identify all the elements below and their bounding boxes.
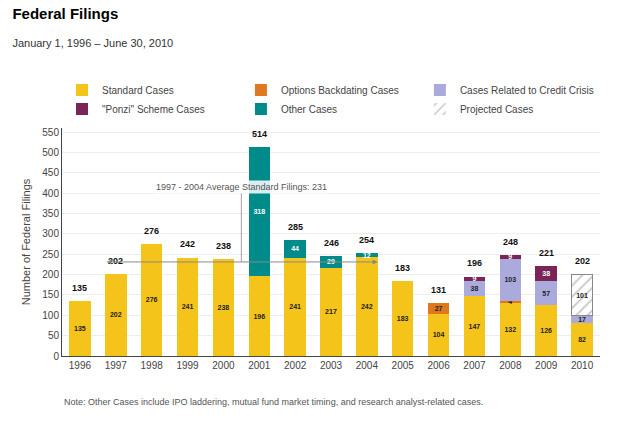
- svg-text:550: 550: [42, 127, 59, 138]
- svg-text:9: 9: [508, 253, 512, 260]
- svg-text:250: 250: [42, 249, 59, 260]
- svg-text:January 1, 1996 – June 30, 201: January 1, 1996 – June 30, 2010: [12, 37, 173, 49]
- svg-text:248: 248: [503, 237, 518, 247]
- svg-text:202: 202: [108, 256, 123, 266]
- svg-text:Federal Filings: Federal Filings: [12, 5, 118, 22]
- svg-text:242: 242: [361, 303, 373, 310]
- svg-text:350: 350: [42, 208, 59, 219]
- svg-text:450: 450: [42, 167, 59, 178]
- svg-text:Cases Related to Credit Crisis: Cases Related to Credit Crisis: [460, 85, 594, 96]
- svg-text:Standard Cases: Standard Cases: [102, 85, 174, 96]
- svg-text:2008: 2008: [499, 360, 522, 371]
- svg-text:202: 202: [110, 311, 122, 318]
- svg-text:241: 241: [182, 303, 194, 310]
- svg-text:2004: 2004: [356, 360, 379, 371]
- svg-text:242: 242: [180, 239, 195, 249]
- svg-text:183: 183: [395, 263, 410, 273]
- svg-text:2010: 2010: [571, 360, 594, 371]
- svg-text:150: 150: [42, 289, 59, 300]
- svg-text:183: 183: [397, 315, 409, 322]
- svg-text:318: 318: [253, 208, 265, 215]
- svg-text:1997 - 2004 Average Standard F: 1997 - 2004 Average Standard Filings: 23…: [156, 182, 327, 192]
- svg-text:2003: 2003: [320, 360, 343, 371]
- svg-text:238: 238: [218, 304, 230, 311]
- svg-text:147: 147: [469, 323, 481, 330]
- svg-text:514: 514: [252, 129, 267, 139]
- svg-text:1999: 1999: [176, 360, 199, 371]
- svg-text:400: 400: [42, 188, 59, 199]
- svg-text:221: 221: [539, 248, 554, 258]
- svg-text:500: 500: [42, 147, 59, 158]
- svg-text:0: 0: [53, 351, 59, 362]
- svg-text:196: 196: [467, 258, 482, 268]
- svg-text:82: 82: [578, 336, 586, 343]
- svg-text:1997: 1997: [105, 360, 128, 371]
- svg-text:101: 101: [576, 292, 588, 299]
- svg-text:300: 300: [42, 228, 59, 239]
- svg-text:Number of Federal Filings: Number of Federal Filings: [20, 178, 32, 305]
- svg-text:4: 4: [508, 298, 512, 305]
- svg-text:"Ponzi" Scheme Cases: "Ponzi" Scheme Cases: [102, 104, 205, 115]
- svg-text:38: 38: [542, 270, 550, 277]
- svg-text:217: 217: [325, 308, 337, 315]
- svg-text:135: 135: [72, 283, 87, 293]
- svg-text:44: 44: [291, 245, 299, 252]
- svg-text:2000: 2000: [212, 360, 235, 371]
- svg-text:29: 29: [327, 258, 335, 265]
- svg-text:131: 131: [431, 285, 446, 295]
- svg-text:135: 135: [74, 325, 86, 332]
- svg-text:Projected Cases: Projected Cases: [460, 104, 533, 115]
- svg-text:241: 241: [289, 303, 301, 310]
- svg-text:2005: 2005: [392, 360, 415, 371]
- svg-text:2002: 2002: [284, 360, 307, 371]
- svg-text:1998: 1998: [141, 360, 164, 371]
- svg-text:276: 276: [144, 226, 159, 236]
- svg-text:27: 27: [435, 305, 443, 312]
- svg-text:196: 196: [253, 313, 265, 320]
- svg-text:9: 9: [472, 275, 476, 282]
- svg-text:103: 103: [504, 276, 516, 283]
- svg-text:254: 254: [359, 235, 374, 245]
- svg-text:132: 132: [504, 326, 516, 333]
- svg-text:126: 126: [540, 327, 552, 334]
- svg-text:2006: 2006: [427, 360, 450, 371]
- svg-text:57: 57: [542, 290, 550, 297]
- svg-text:246: 246: [324, 238, 339, 248]
- svg-text:Other Cases: Other Cases: [281, 104, 337, 115]
- svg-text:1996: 1996: [69, 360, 92, 371]
- svg-text:2001: 2001: [248, 360, 271, 371]
- svg-text:100: 100: [42, 310, 59, 321]
- svg-text:200: 200: [42, 269, 59, 280]
- svg-text:2009: 2009: [535, 360, 558, 371]
- svg-text:17: 17: [578, 316, 586, 323]
- svg-text:276: 276: [146, 296, 158, 303]
- svg-text:202: 202: [575, 256, 590, 266]
- svg-text:Note: Other Cases include IPO: Note: Other Cases include IPO laddering,…: [64, 397, 483, 407]
- svg-text:2007: 2007: [463, 360, 486, 371]
- svg-text:285: 285: [288, 222, 303, 232]
- svg-text:Options Backdating Cases: Options Backdating Cases: [281, 85, 399, 96]
- svg-text:50: 50: [48, 330, 60, 341]
- svg-text:238: 238: [216, 241, 231, 251]
- svg-text:12: 12: [363, 252, 371, 259]
- svg-text:104: 104: [433, 331, 445, 338]
- svg-text:38: 38: [471, 285, 479, 292]
